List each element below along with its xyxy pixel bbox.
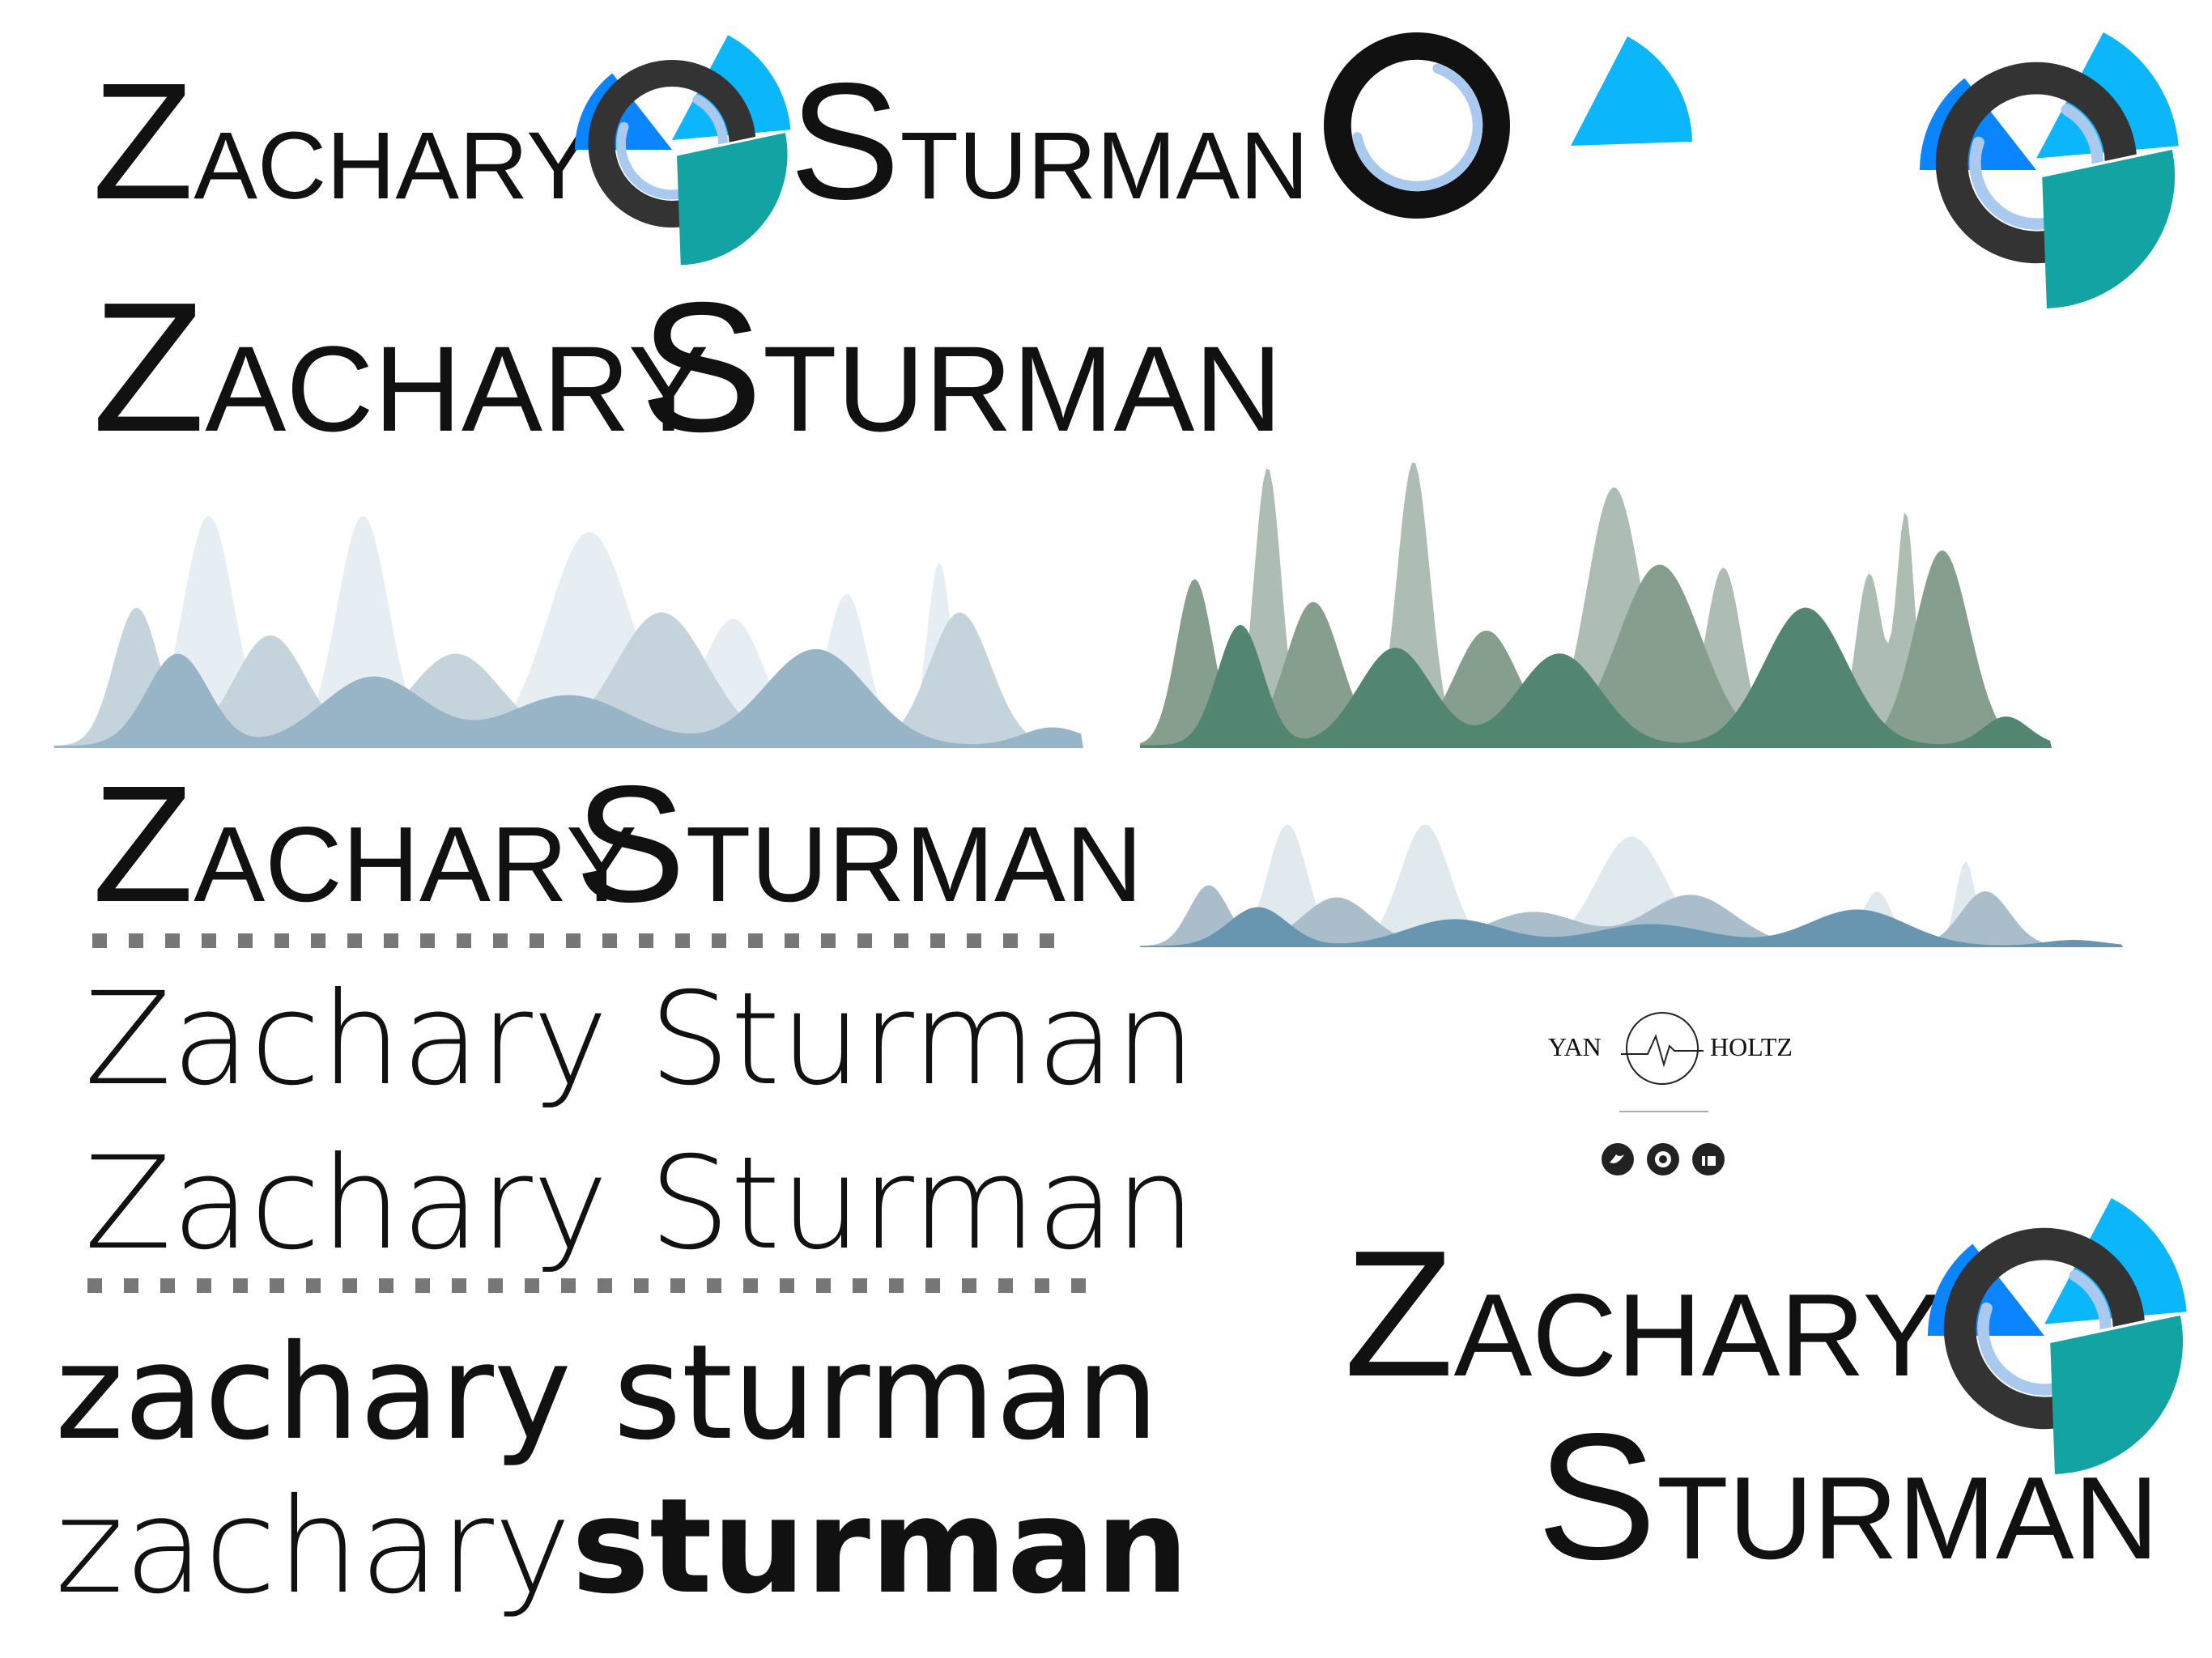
yan-text: YAN: [1548, 1032, 1602, 1061]
lowercase-wordmark: zachary sturman: [55, 1317, 1159, 1469]
ridge: [54, 648, 1083, 748]
pulse-icon: [1621, 1012, 1704, 1085]
ridge: [1140, 907, 2123, 947]
logo-first: ZACHARY: [92, 49, 590, 234]
dotted-rule: [87, 1278, 1091, 1293]
thin-wordmark: Zachary Sturman: [84, 965, 1197, 1114]
logo-last: STURMAN: [575, 751, 1143, 937]
logo-last: STURMAN: [789, 49, 1309, 234]
yan-holtz-logo: YAN HOLTZ: [1538, 1012, 1814, 1206]
wedge-icon: [1571, 36, 1692, 146]
logo-first: ZACHARY: [1344, 1214, 1942, 1414]
logo-last: STURMAN: [1537, 1397, 2159, 1597]
logo-first: ZACHARY: [92, 751, 637, 937]
social-icons: [1602, 1143, 1725, 1175]
logo-icon: [551, 24, 793, 275]
logo-icon: [1874, 24, 2198, 316]
mountains-green: [1140, 462, 2052, 748]
ridge: [1140, 885, 2123, 947]
logo-first: ZACHARY: [92, 265, 709, 470]
thin-wordmark: Zachary Sturman: [84, 1129, 1197, 1278]
mountains-small: [1140, 824, 2123, 947]
bold-part: sturman: [571, 1471, 1189, 1623]
holtz-text: HOLTZ: [1710, 1032, 1793, 1061]
ring-icon: [1316, 24, 1518, 227]
split-wordmark: zacharysturman: [55, 1482, 1189, 1613]
rule: [1619, 1111, 1708, 1112]
ridge: [1140, 607, 2052, 748]
mountains-blue: [54, 516, 1083, 748]
dotted-rule: [92, 933, 1064, 948]
logo-last: STURMAN: [640, 265, 1283, 470]
ridge: [1140, 462, 2052, 748]
light-part: zachary: [55, 1471, 572, 1623]
